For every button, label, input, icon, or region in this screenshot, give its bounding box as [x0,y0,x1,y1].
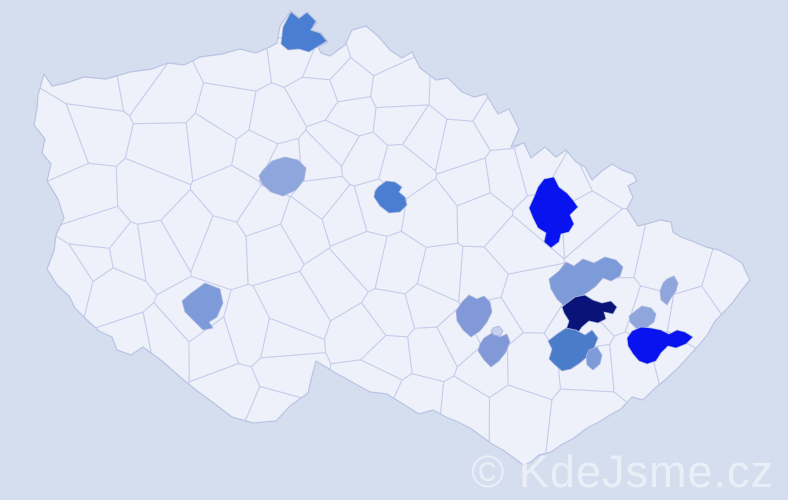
country-outline [33,10,751,466]
district-cell-border [370,49,432,108]
district-cell-border [483,214,565,275]
highlighted-district-region-9[interactable] [585,346,603,371]
district-cell-border [190,385,355,465]
district-cell-border [361,288,415,338]
highlighted-districts-layer [181,11,694,372]
highlighted-district-region-12[interactable] [659,275,679,306]
district-cell-border [248,82,308,145]
highlighted-district-region-10[interactable] [628,305,657,330]
highlighted-district-region-8[interactable] [547,327,599,372]
district-cell-border [488,384,553,465]
district-cell-border [160,189,214,273]
highlighted-district-region-14[interactable] [477,332,511,368]
district-cell-border [350,373,445,465]
highlighted-district-region-3[interactable] [373,180,408,214]
highlighted-district-region-6[interactable] [548,256,624,307]
highlighted-district-region-7[interactable] [561,294,618,339]
district-cell-border [34,33,89,218]
district-cell-border [353,178,408,237]
district-cell-border [324,302,387,365]
highlighted-district-region-4[interactable] [181,282,224,331]
district-cell-border [185,112,238,182]
district-cell-border [407,326,458,383]
highlighted-district-region-2[interactable] [258,156,307,197]
district-cell-border [472,11,646,151]
watermark: © KdeJsme.cz [471,446,774,497]
highlighted-district-region-11[interactable] [626,326,694,365]
highlighted-district-region-13[interactable] [455,294,493,338]
highlighted-district-region-5[interactable] [528,176,579,249]
district-cell-border [298,129,343,182]
highlighted-district-region-15[interactable] [490,325,504,337]
